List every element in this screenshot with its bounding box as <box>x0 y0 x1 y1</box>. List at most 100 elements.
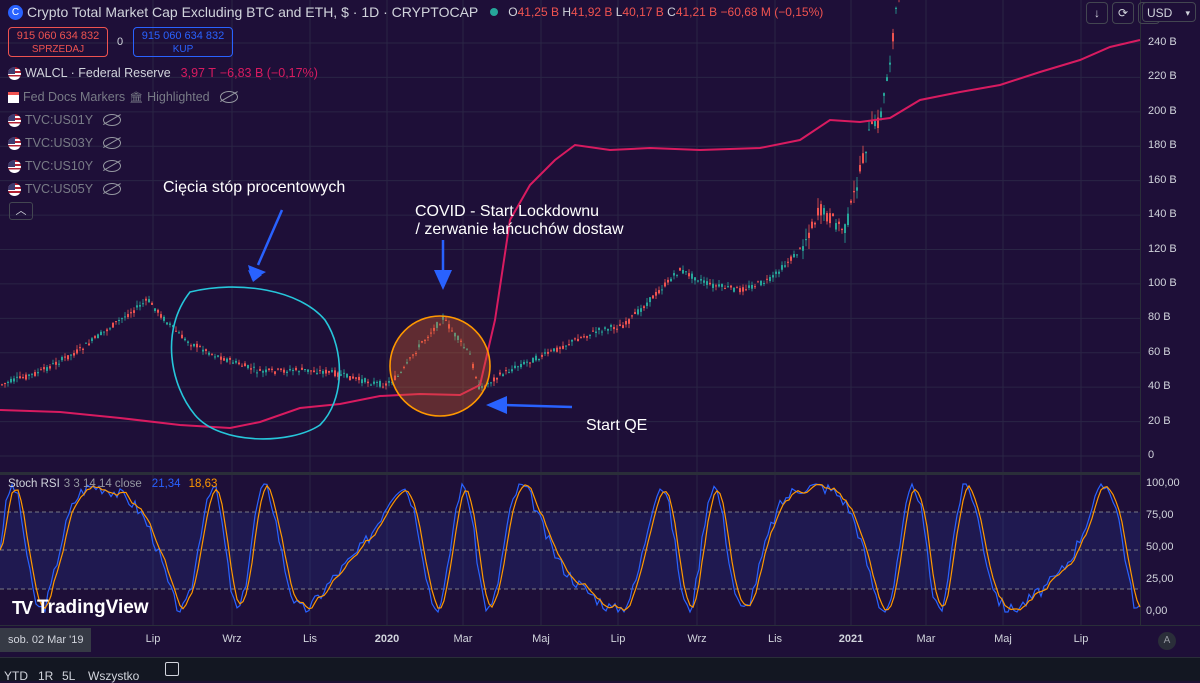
range-ytd-button[interactable]: YTD <box>4 669 28 683</box>
candle-body <box>319 370 321 372</box>
candle-body <box>472 363 474 369</box>
candle-body <box>259 369 261 371</box>
range-all-button[interactable]: Wszystko <box>88 669 140 683</box>
low-value: 40,17 B <box>622 5 664 19</box>
candle-body <box>442 316 444 320</box>
tradingview-logo[interactable]: TV TradingView <box>12 597 149 619</box>
candle-body <box>22 377 24 379</box>
us03y-legend[interactable]: TVC:US03Y <box>8 136 122 150</box>
candle-body <box>418 344 420 348</box>
price-tick-label: 200 B <box>1148 104 1177 117</box>
annotation-covid-line2[interactable]: / zerwanie łańcuchów dostaw <box>411 221 624 238</box>
price-tick-label: 140 B <box>1148 208 1177 221</box>
us10y-legend[interactable]: TVC:US10Y <box>8 159 122 173</box>
candle-body <box>661 289 663 291</box>
candle-body <box>232 362 234 364</box>
calendar-goto-icon[interactable] <box>165 662 179 676</box>
candle-body <box>298 371 300 373</box>
sell-label: SPRZEDAJ <box>31 44 85 55</box>
us05y-legend[interactable]: TVC:US05Y <box>8 182 122 196</box>
tradingview-logo-icon: TV <box>12 597 33 618</box>
candle-body <box>265 369 267 373</box>
refresh-button[interactable]: ⟳ <box>1112 2 1134 24</box>
price-axis[interactable] <box>1140 0 1200 625</box>
candle-body <box>778 271 780 274</box>
collapse-legend-button[interactable]: ︿ <box>9 202 33 220</box>
candle-body <box>481 386 483 388</box>
sell-button[interactable]: 915 060 634 832 SPRZEDAJ <box>8 27 108 57</box>
annotation-rate-cuts[interactable]: Cięcia stóp procentowych <box>163 179 346 196</box>
stoch-name[interactable]: Stoch RSI <box>8 478 60 490</box>
annotation-start-qe[interactable]: Start QE <box>586 417 648 434</box>
candle-body <box>202 349 204 352</box>
crosshair-date-label: sob. 02 Mar '19 <box>0 628 92 652</box>
stoch-rsi-legend[interactable]: Stoch RSI 3 3 14 14 close 21,34 18,63 <box>8 478 217 490</box>
fed-markers-name[interactable]: Fed Docs Markers <box>23 90 126 104</box>
candle-body <box>136 305 138 308</box>
candle-body <box>526 361 528 363</box>
high-value: 41,92 B <box>571 5 613 19</box>
stoch-params: 3 3 14 14 close <box>63 478 142 490</box>
candle-body <box>43 367 45 370</box>
candle-body <box>331 370 333 372</box>
change-value: −60,68 M (−0,15%) <box>720 5 824 19</box>
range-5y-button[interactable]: 5L <box>62 669 76 683</box>
candle-body <box>721 284 723 287</box>
refresh-icon: ⟳ <box>1117 6 1129 20</box>
candle-body <box>367 381 369 384</box>
candle-body <box>64 356 66 358</box>
candle-body <box>118 320 120 322</box>
hidden-eye-icon[interactable] <box>103 160 122 172</box>
candle-body <box>625 321 627 325</box>
hidden-eye-icon[interactable] <box>103 183 122 195</box>
download-button[interactable]: ↓ <box>1086 2 1108 24</box>
price-tick-label: 60 B <box>1148 345 1171 358</box>
candle-body <box>559 347 561 349</box>
main-chart-pane[interactable] <box>0 0 1140 472</box>
close-label: C <box>667 5 676 19</box>
candle-body <box>895 7 897 9</box>
candle-body <box>619 324 621 327</box>
candle-body <box>409 357 411 359</box>
range-1y-button[interactable]: 1R <box>38 669 54 683</box>
candle-body <box>835 223 837 230</box>
annotation-covid-line1[interactable]: COVID - Start Lockdownu <box>415 203 600 220</box>
walcl-legend[interactable]: WALCL · Federal Reserve 3,97 T −6,83 B (… <box>8 66 318 80</box>
auto-scale-button[interactable]: A <box>1158 632 1176 650</box>
buy-price: 915 060 634 832 <box>141 30 225 42</box>
candle-body <box>454 332 456 337</box>
candle-body <box>817 207 819 216</box>
fed-markers-legend[interactable]: Fed Docs Markers 🏛 Highlighted <box>8 90 238 104</box>
symbol-legend[interactable]: C Crypto Total Market Cap Excluding BTC … <box>8 4 823 20</box>
us01y-legend[interactable]: TVC:US01Y <box>8 113 122 127</box>
currency-select[interactable]: USD ▾ <box>1142 2 1196 22</box>
bank-icon: 🏛 <box>129 91 144 104</box>
us05y-name[interactable]: TVC:US05Y <box>25 182 94 196</box>
walcl-name[interactable]: WALCL · Federal Reserve <box>25 66 171 80</box>
buy-button[interactable]: 915 060 634 832 KUP <box>133 27 233 57</box>
candle-body <box>376 381 378 383</box>
candle-body <box>469 353 471 355</box>
candle-body <box>382 386 384 388</box>
symbol-title[interactable]: Crypto Total Market Cap Excluding BTC an… <box>27 4 479 20</box>
time-axis[interactable] <box>0 625 1200 657</box>
candle-body <box>532 357 534 363</box>
us03y-name[interactable]: TVC:US03Y <box>25 136 94 150</box>
candle-body <box>217 355 219 357</box>
pane-separator[interactable] <box>0 472 1200 475</box>
candle-body <box>346 373 348 378</box>
candle-body <box>127 314 129 318</box>
hidden-eye-icon[interactable] <box>103 137 122 149</box>
candle-body <box>103 331 105 333</box>
hidden-eye-icon[interactable] <box>219 91 238 103</box>
candle-body <box>580 337 582 339</box>
candle-body <box>34 372 36 376</box>
price-tick-label: 240 B <box>1148 36 1177 48</box>
us10y-name[interactable]: TVC:US10Y <box>25 159 94 173</box>
candle-body <box>616 328 618 330</box>
candle-body <box>334 370 336 377</box>
candle-body <box>757 281 759 283</box>
us01y-name[interactable]: TVC:US01Y <box>25 113 94 127</box>
candle-body <box>610 324 612 327</box>
hidden-eye-icon[interactable] <box>103 114 122 126</box>
